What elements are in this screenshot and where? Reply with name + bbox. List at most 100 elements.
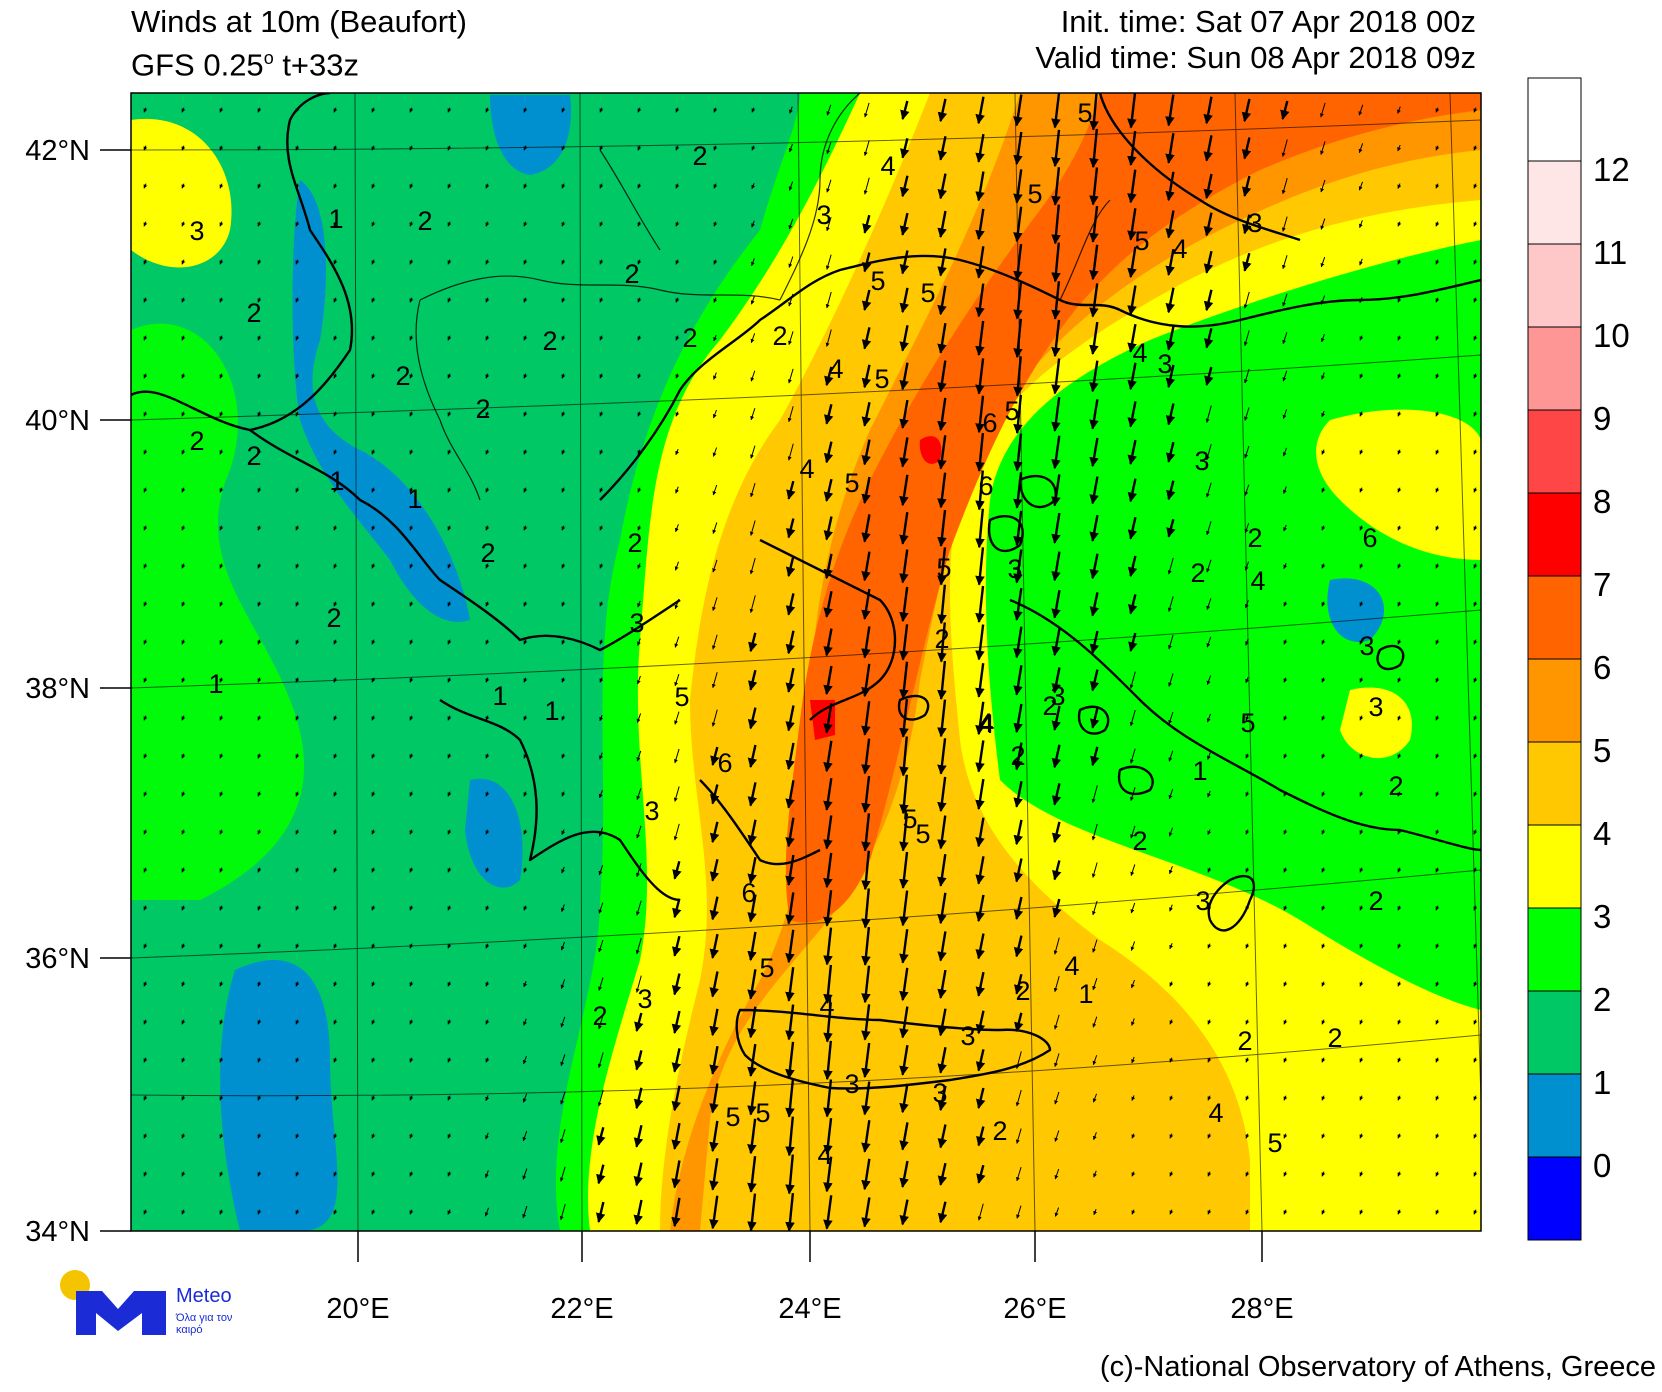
colorbar-swatch: [1527, 741, 1582, 826]
wind-arrow: [560, 1016, 566, 1028]
wind-arrow: [1245, 1095, 1250, 1101]
wind-arrow: [371, 791, 376, 797]
wind-arrow: [675, 297, 680, 303]
wind-arrow: [671, 973, 682, 996]
wind-arrow: [257, 1095, 262, 1101]
wind-arrow: [1167, 557, 1174, 575]
wind-arrow: [1131, 1133, 1136, 1139]
contour-label: 5: [759, 953, 774, 983]
wind-arrow: [371, 715, 376, 721]
wind-arrow: [560, 1091, 566, 1105]
wind-arrow: [333, 791, 338, 797]
wind-arrow: [333, 1133, 338, 1139]
wind-arrow: [447, 1019, 452, 1025]
wind-arrow: [1206, 636, 1212, 648]
wind-arrow: [599, 221, 604, 227]
wind-arrow: [671, 1085, 681, 1112]
wind-arrow: [447, 297, 452, 303]
wind-arrow: [599, 259, 604, 265]
wind-arrow: [599, 411, 604, 417]
copyright-credit: (c)-National Observatory of Athens, Gree…: [1099, 1351, 1656, 1383]
wind-arrow: [672, 861, 682, 880]
wind-arrow: [523, 183, 528, 189]
wind-arrow: [1089, 167, 1099, 206]
wind-arrow: [1245, 867, 1250, 873]
wind-arrow: [371, 1171, 376, 1177]
wind-arrow: [523, 449, 528, 455]
wind-arrow: [219, 335, 224, 341]
lon-label-22: 22°E: [550, 1293, 613, 1325]
wind-arrow: [143, 1095, 148, 1101]
lat-label-38: 38°N: [25, 673, 90, 705]
wind-arrow: [409, 335, 414, 341]
wind-arrow: [333, 1057, 338, 1063]
wind-arrow: [750, 295, 756, 305]
wind-arrow: [295, 753, 300, 759]
wind-arrow: [1473, 943, 1478, 949]
wind-arrow: [1435, 1171, 1440, 1177]
wind-arrow: [295, 981, 300, 987]
wind-arrow: [861, 626, 871, 659]
wind-arrow: [899, 586, 909, 622]
wind-arrow: [523, 525, 528, 531]
wind-arrow: [674, 524, 679, 533]
wind-arrow: [785, 1154, 795, 1195]
wind-arrow: [1089, 553, 1099, 580]
wind-arrow: [1397, 487, 1402, 493]
wind-arrow: [937, 892, 947, 925]
wind-arrow: [900, 138, 910, 159]
wind-arrow: [257, 943, 262, 949]
contour-label: 4: [817, 1140, 832, 1170]
wind-arrow: [1207, 1095, 1212, 1101]
wind-arrow: [1168, 750, 1174, 762]
wind-arrow: [1243, 291, 1250, 309]
wind-arrow: [1051, 512, 1061, 544]
wind-arrow: [1052, 860, 1062, 881]
wind-arrow: [219, 753, 224, 759]
wind-arrow: [143, 829, 148, 835]
wind-arrow: [409, 221, 414, 227]
wind-arrow: [975, 470, 985, 511]
wind-arrow: [937, 248, 947, 277]
wind-arrow: [674, 748, 680, 764]
wind-arrow: [637, 411, 642, 417]
wind-arrow: [371, 107, 376, 113]
wind-arrow: [1283, 601, 1288, 607]
wind-arrow: [1397, 259, 1402, 265]
contour-label: 2: [992, 1116, 1007, 1146]
wind-arrow: [937, 322, 947, 354]
wind-arrow: [1169, 1095, 1174, 1101]
wind-arrow: [1435, 753, 1440, 759]
wind-arrow: [560, 1054, 566, 1067]
wind-arrow: [561, 677, 566, 683]
wind-arrow: [899, 1199, 909, 1226]
wind-arrow: [485, 1057, 490, 1063]
wind-arrow: [485, 1170, 489, 1179]
wind-arrow: [598, 864, 604, 876]
contour-label: 5: [902, 804, 917, 834]
wind-arrow: [709, 1195, 719, 1230]
wind-arrow: [1473, 373, 1478, 379]
wind-arrow: [1091, 862, 1098, 878]
wind-arrow: [333, 487, 338, 493]
wind-arrow: [675, 145, 680, 151]
wind-arrow: [1165, 287, 1175, 314]
meteo-logo: Meteo Όλα για τον καιρό: [60, 1265, 260, 1345]
wind-arrow: [709, 1083, 719, 1114]
wind-arrow: [749, 557, 756, 575]
wind-arrow: [257, 259, 262, 265]
wind-arrow: [1015, 1089, 1022, 1107]
wind-arrow: [1321, 1133, 1326, 1139]
colorbar-tick-label: 12: [1593, 151, 1630, 188]
wind-arrow: [1051, 705, 1061, 731]
wind-arrow: [1245, 1133, 1250, 1139]
wind-arrow: [975, 701, 985, 736]
wind-arrow: [371, 1057, 376, 1063]
contour-label: 3: [1247, 208, 1262, 238]
wind-arrow: [899, 287, 909, 314]
wind-arrow: [333, 867, 338, 873]
wind-arrow: [257, 981, 262, 987]
contour-label: 2: [1190, 558, 1205, 588]
wind-arrow: [1397, 297, 1402, 303]
wind-arrow: [181, 1133, 186, 1139]
